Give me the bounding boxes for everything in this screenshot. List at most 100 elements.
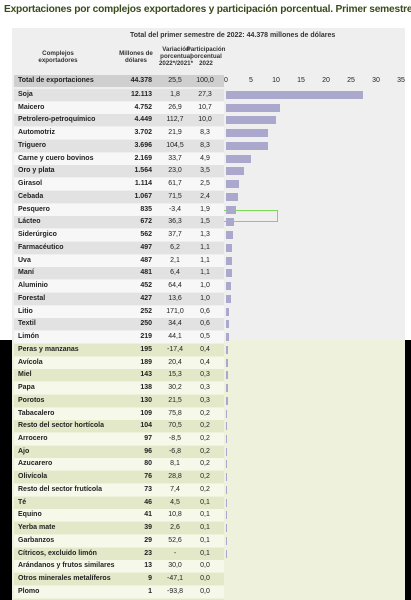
row-name: Cítricos, excluido limón xyxy=(18,549,97,557)
variacion: 70,5 xyxy=(168,422,182,430)
row-bg xyxy=(14,318,224,331)
bar xyxy=(226,256,232,265)
participacion: 0,1 xyxy=(200,536,210,544)
millones: 46 xyxy=(144,498,152,506)
row-bg xyxy=(14,254,224,267)
bar xyxy=(226,485,227,494)
variacion: 23,0 xyxy=(168,167,182,175)
row-name: Olivícola xyxy=(18,473,48,481)
subtitle: Total del primer semestre de 2022: 44.37… xyxy=(130,32,336,39)
row-bg xyxy=(14,292,224,305)
x-tick-label: 25 xyxy=(347,77,355,84)
variacion: -8,5 xyxy=(168,434,182,442)
participacion: 10,0 xyxy=(198,116,212,124)
participacion: 0,2 xyxy=(200,460,210,468)
participacion: 0,2 xyxy=(200,473,210,481)
variacion: 30,2 xyxy=(168,384,182,392)
participacion: 100,0 xyxy=(196,77,214,84)
row-bg xyxy=(14,229,224,242)
participacion: 1,1 xyxy=(200,269,210,277)
row-bg xyxy=(14,547,224,560)
bar xyxy=(226,447,227,456)
row-name: Maní xyxy=(18,269,34,277)
bar xyxy=(226,180,239,189)
participacion: 0,1 xyxy=(200,549,210,557)
millones: 3.702 xyxy=(134,129,152,137)
row-name: Pesquero xyxy=(18,205,50,213)
participacion: 0,0 xyxy=(200,575,210,583)
millones: 80 xyxy=(144,460,152,468)
participacion: 27,3 xyxy=(198,91,212,98)
bar xyxy=(226,91,363,99)
row-name: Oro y plata xyxy=(18,167,55,175)
variacion: -93,8 xyxy=(167,587,183,595)
row-name: Uva xyxy=(18,256,31,264)
x-tick-label: 5 xyxy=(249,77,253,84)
participacion: 8,3 xyxy=(200,129,210,137)
millones: 1.067 xyxy=(134,192,152,200)
variacion: 20,4 xyxy=(168,358,182,366)
row-name: Farmacéutico xyxy=(18,243,64,251)
bar xyxy=(226,384,228,393)
bar xyxy=(226,282,231,291)
variacion: 171,0 xyxy=(166,307,184,315)
variacion: 61,7 xyxy=(168,180,182,188)
row-bg xyxy=(14,483,224,496)
row-bg xyxy=(14,178,224,191)
row-name: Siderúrgico xyxy=(18,231,57,239)
variacion: -6,8 xyxy=(168,447,182,455)
row-name: Petrolero-petroquímico xyxy=(18,116,96,124)
row-bg xyxy=(14,203,224,216)
row-bg xyxy=(14,267,224,280)
variacion: 8,1 xyxy=(170,460,180,468)
row-bg xyxy=(14,280,224,293)
variacion: 64,4 xyxy=(168,282,182,290)
millones: 13 xyxy=(144,562,152,570)
row-name: Otros minerales metalíferos xyxy=(18,575,111,583)
bar xyxy=(226,154,251,163)
row-name: Garbanzos xyxy=(18,536,55,544)
millones: 41 xyxy=(144,511,152,519)
row-name: Ajo xyxy=(18,447,30,455)
row-bg xyxy=(14,394,224,407)
variacion: 6,2 xyxy=(170,243,180,251)
row-name: Miel xyxy=(18,371,32,379)
variacion: 71,5 xyxy=(168,192,182,200)
millones: 1.564 xyxy=(134,167,152,175)
participacion: 0,5 xyxy=(200,333,210,341)
millones: 97 xyxy=(144,434,152,442)
millones: 252 xyxy=(140,307,152,315)
millones: 1 xyxy=(148,587,152,595)
row-name: Té xyxy=(18,498,27,506)
variacion: 4,5 xyxy=(170,498,180,506)
variacion: 2,1 xyxy=(170,256,180,264)
millones: 9 xyxy=(148,575,152,583)
millones: 130 xyxy=(140,396,152,404)
row-bg xyxy=(14,534,224,547)
bar xyxy=(226,269,232,278)
row-name: Girasol xyxy=(18,180,43,188)
variacion: 28,8 xyxy=(168,473,182,481)
millones: 96 xyxy=(144,447,152,455)
bar xyxy=(226,333,229,342)
row-name: Textil xyxy=(18,320,36,328)
row-name: Aluminio xyxy=(18,282,48,290)
participacion: 1,1 xyxy=(200,256,210,264)
row-bg xyxy=(14,509,224,522)
participacion: 0,6 xyxy=(200,307,210,315)
participacion: 1,9 xyxy=(200,205,210,213)
participacion: 0,4 xyxy=(200,358,210,366)
x-tick-label: 20 xyxy=(322,77,330,84)
variacion: 52,6 xyxy=(168,536,182,544)
millones: 12.113 xyxy=(130,91,152,98)
bar xyxy=(226,434,227,443)
row-bg xyxy=(14,331,224,344)
participacion: 0,2 xyxy=(200,485,210,493)
row-name: Soja xyxy=(18,91,33,98)
row-bg xyxy=(14,152,224,165)
bar xyxy=(226,129,268,138)
millones: 219 xyxy=(140,333,152,341)
row-name: Automotriz xyxy=(18,129,55,137)
row-bg xyxy=(14,585,224,598)
x-tick-label: 0 xyxy=(224,77,228,84)
